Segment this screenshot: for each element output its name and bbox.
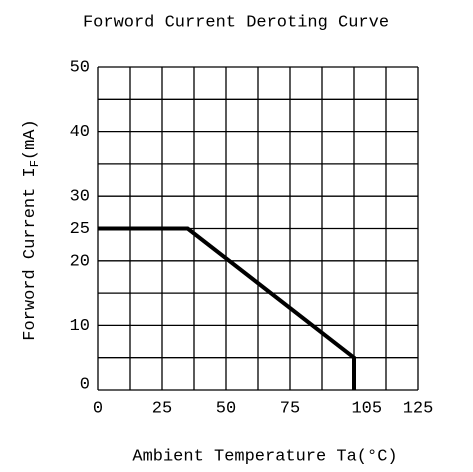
x-axis-label: Ambient Temperature Ta(°C) (132, 447, 397, 466)
y-label-sub: F (28, 160, 42, 167)
y-tick-label: 0 (80, 375, 90, 394)
x-tick-label: 75 (280, 399, 300, 418)
y-label-unit: (mA) (21, 119, 40, 160)
x-tick-label: 125 (403, 399, 434, 418)
y-tick-label: 10 (70, 317, 90, 336)
y-tick-label: 25 (70, 220, 90, 239)
y-axis-label: Forword Current IF(mA) (21, 119, 42, 340)
x-tick-label: 25 (152, 399, 172, 418)
x-tick-label: 0 (93, 399, 103, 418)
x-tick-label: 105 (351, 399, 382, 418)
y-tick-label: 20 (70, 252, 90, 271)
y-tick-label: 40 (70, 123, 90, 142)
chart-title: Forword Current Deroting Curve (83, 13, 389, 32)
y-tick-label: 50 (70, 58, 90, 77)
y-label-main: Forword Current I (21, 167, 40, 340)
data-line (98, 226, 356, 390)
x-tick-label: 50 (216, 399, 236, 418)
y-tick-label: 30 (70, 188, 90, 207)
